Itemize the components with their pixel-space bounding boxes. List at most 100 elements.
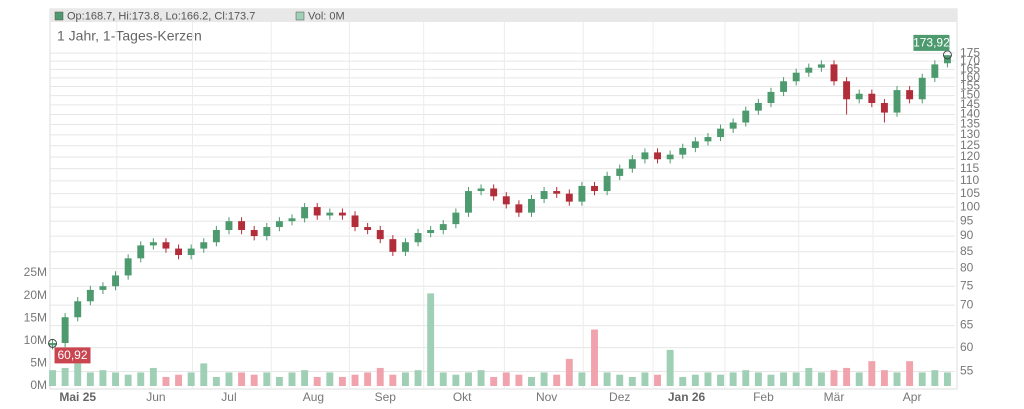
x-tick-label: Jun xyxy=(146,390,165,404)
volume-bar xyxy=(187,372,195,386)
legend-swatch xyxy=(54,11,64,21)
candle-body xyxy=(805,67,813,73)
volume-bar xyxy=(338,376,346,386)
ohlc-label: Op:168.7, Hi:173.8, Lo:166.2, Cl:173.7 xyxy=(67,10,255,22)
volume-bar xyxy=(99,370,107,386)
x-tick-label: Jan 26 xyxy=(668,390,706,404)
y-tick-label: 115 xyxy=(960,161,979,175)
y-tick-label: 95 xyxy=(960,213,974,227)
y-tick-label: 105 xyxy=(960,186,980,200)
volume-bar xyxy=(112,372,119,386)
candle-body xyxy=(679,147,687,155)
volume-bar xyxy=(427,293,435,386)
volume-bar xyxy=(389,374,397,386)
price-marker xyxy=(48,338,58,348)
volume-bar xyxy=(843,367,851,386)
volume-bar xyxy=(376,367,384,386)
volume-bar xyxy=(414,370,422,386)
volume-bar xyxy=(540,372,548,386)
candle-body xyxy=(313,207,321,216)
volume-bar xyxy=(439,372,447,386)
y-tick-label: 70 xyxy=(960,297,974,311)
y2-tick-label: 0M xyxy=(30,378,47,392)
candle-body xyxy=(99,286,107,290)
x-tick-label: Mär xyxy=(824,390,845,404)
candle-body xyxy=(61,317,69,344)
candle-body xyxy=(591,185,598,192)
volume-bar xyxy=(452,374,460,386)
volume-bar xyxy=(162,376,170,386)
candle-body xyxy=(691,141,699,148)
candle-body xyxy=(149,242,157,246)
candle-body xyxy=(414,233,422,243)
candle-body xyxy=(792,72,800,82)
volume-bar xyxy=(263,372,271,386)
volume-bar xyxy=(868,361,876,386)
volume-bar xyxy=(565,358,573,386)
volume-bar xyxy=(313,376,321,386)
candle-body xyxy=(893,90,901,113)
y-tick-label: 125 xyxy=(960,138,980,152)
candle-body xyxy=(465,191,472,213)
volume-bar xyxy=(855,372,863,386)
y-tick-label: 75 xyxy=(960,278,974,292)
price-badge-label: 60,92 xyxy=(58,348,88,362)
x-tick-label: Dez xyxy=(609,390,630,404)
volume-bar xyxy=(490,376,498,386)
candle-body xyxy=(238,221,246,231)
candle-body xyxy=(603,175,611,192)
y-tick-label: 65 xyxy=(960,318,974,332)
candle-body xyxy=(187,248,195,256)
volume-bar xyxy=(364,372,372,386)
volume-bar xyxy=(477,370,485,386)
candle-body xyxy=(427,230,435,234)
x-tick-label: Apr xyxy=(903,390,922,404)
candle-body xyxy=(288,218,296,222)
price-badge xyxy=(913,34,950,51)
volume-bar xyxy=(943,372,951,386)
volume-bar xyxy=(301,370,309,386)
volume-bar xyxy=(767,374,775,386)
candle-body xyxy=(855,93,863,100)
candle-body xyxy=(74,301,82,318)
y-tick-label: 155 xyxy=(960,79,980,93)
volume-bar xyxy=(691,374,699,386)
candle-body xyxy=(717,128,725,138)
candle-body xyxy=(515,204,523,213)
volume-bar xyxy=(805,367,813,386)
y2-tick-label: 5M xyxy=(30,356,47,370)
volume-bar xyxy=(49,370,56,386)
volume-bar xyxy=(553,374,561,386)
volume-bar xyxy=(326,372,334,386)
candle-body xyxy=(767,91,775,104)
candle-body xyxy=(338,212,346,216)
candle-body xyxy=(225,221,233,231)
volume-bar xyxy=(893,372,901,386)
volume-bar xyxy=(225,372,233,386)
volume-bar xyxy=(578,372,586,386)
y-tick-label: 150 xyxy=(960,88,980,102)
candle-body xyxy=(540,191,548,199)
candle-body xyxy=(162,242,170,249)
candle-body xyxy=(817,64,825,68)
x-tick-label: Jul xyxy=(221,390,236,404)
y2-tick-label: 25M xyxy=(24,265,47,279)
volume-bar xyxy=(792,372,800,386)
price-badge xyxy=(54,347,91,364)
x-tick-label: Mai 25 xyxy=(59,390,96,404)
volume-bar xyxy=(137,372,145,386)
volume-bar xyxy=(250,374,258,386)
volume-bar xyxy=(704,372,712,386)
volume-bar xyxy=(61,367,69,386)
candle-body xyxy=(553,191,561,194)
y-tick-label: 165 xyxy=(960,62,980,76)
candle-body xyxy=(351,215,359,228)
x-tick-label: Okt xyxy=(453,390,472,404)
candle-body xyxy=(439,224,447,231)
candle-body xyxy=(641,152,649,160)
y2-tick-label: 10M xyxy=(24,333,47,347)
volume-bar xyxy=(351,374,359,386)
y-tick-label: 100 xyxy=(960,199,980,213)
candle-body xyxy=(704,137,712,142)
volume-bar xyxy=(742,370,750,386)
